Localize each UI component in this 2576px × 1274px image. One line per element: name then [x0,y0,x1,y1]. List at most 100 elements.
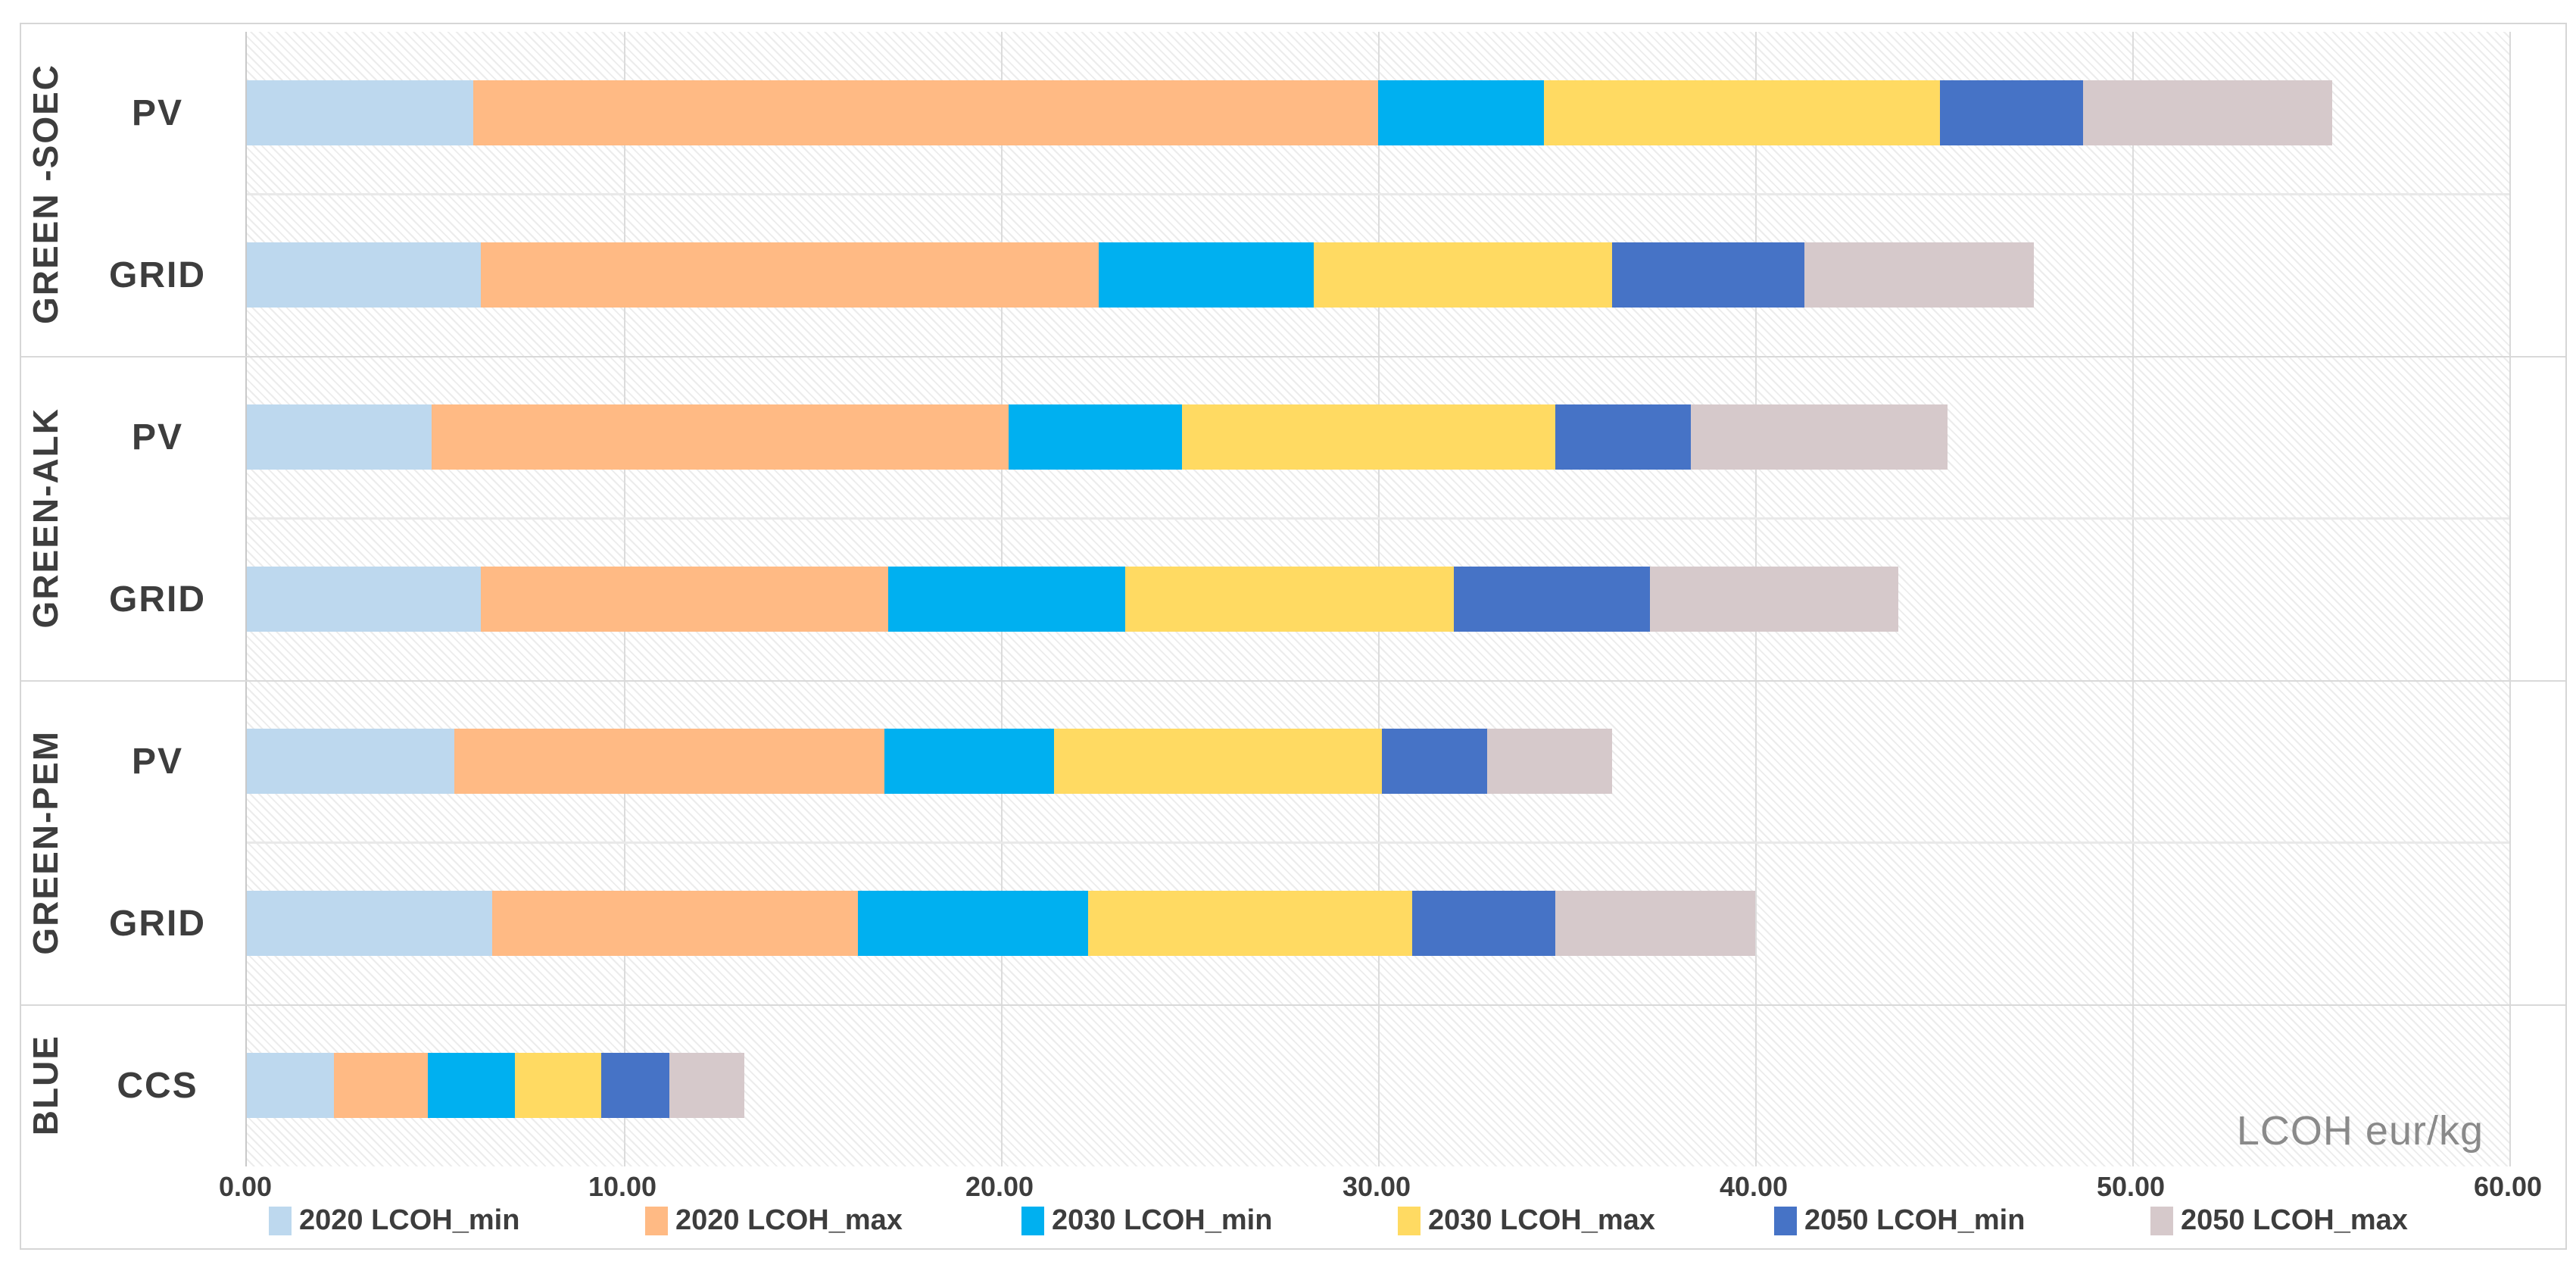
bar-segment-2050-lcoh_min [601,1053,669,1118]
row-divider [247,193,2509,195]
legend-label: 2030 LCOH_max [1428,1204,1655,1236]
bar-segment-2050-lcoh_max [1691,404,1948,470]
bar-segment-2030-lcoh_min [1099,242,1315,308]
bar-segment-2020-lcoh_max [480,567,888,632]
bar-segment-2050-lcoh_max [1649,567,1899,632]
x-tick-label: 60.00 [2473,1171,2543,1202]
group-cell-3: BLUE [21,1004,70,1166]
bar-segment-2030-lcoh_min [1008,404,1183,470]
legend-item-2050-lcoh_min: 2050 LCOH_min [1774,1204,2032,1237]
bar-segment-2050-lcoh_max [1555,891,1755,956]
row-label: PV [131,741,184,782]
bar-segment-2050-lcoh_max [1804,242,2035,308]
stacked-bar-green-alk-pv [247,404,1948,470]
group-label: BLUE [26,1035,65,1136]
stacked-bar-green-alk-grid [247,567,1899,632]
bar-segment-2050-lcoh_max [2083,80,2332,145]
row-label: PV [131,417,184,457]
bar-segment-2030-lcoh_min [428,1053,515,1118]
legend-label: 2020 LCOH_max [675,1204,903,1236]
legend-label: 2030 LCOH_min [1052,1204,1273,1236]
x-tick-label: 20.00 [965,1171,1034,1202]
row-divider [247,517,2509,520]
legend-label: 2020 LCOH_min [299,1204,520,1236]
bar-segment-2020-lcoh_min [247,242,481,308]
axis-unit-note: LCOH eur/kg [2236,1108,2484,1154]
legend-swatch [645,1206,668,1235]
legend-item-2030-lcoh_max: 2030 LCOH_max [1398,1204,1655,1237]
stacked-bar-green-soec-pv [247,80,2332,145]
group-divider [21,356,2565,358]
legend-swatch [269,1206,292,1235]
x-tick-label: 40.00 [1719,1171,1789,1202]
legend-label: 2050 LCOH_max [2181,1204,2408,1236]
gridline-50 [2132,32,2134,1166]
bar-segment-2030-lcoh_max [1053,729,1382,794]
stacked-bar-green-pem-grid [247,891,1755,956]
legend-label: 2050 LCOH_min [1804,1204,2026,1236]
bar-segment-2020-lcoh_min [247,80,473,145]
row-label: PV [131,92,184,133]
group-label: GREEN -SOEC [26,63,65,325]
bar-segment-2030-lcoh_min [857,891,1088,956]
x-tick-label: 50.00 [2096,1171,2166,1202]
row-label: GRID [109,254,206,295]
bar-segment-2050-lcoh_min [1453,567,1650,632]
bar-segment-2020-lcoh_max [491,891,858,956]
legend-item-2050-lcoh_max: 2050 LCOH_max [2150,1204,2408,1237]
group-label: GREEN-ALK [26,407,65,629]
bar-segment-2020-lcoh_max [432,404,1009,470]
bar-segment-2020-lcoh_min [247,729,454,794]
x-tick-label: 0.00 [218,1171,273,1202]
bar-segment-2030-lcoh_max [1182,404,1556,470]
row-label: CCS [117,1065,198,1106]
bar-segment-2050-lcoh_max [1487,729,1612,794]
bar-segment-2030-lcoh_max [1087,891,1412,956]
group-label: GREEN-PEM [26,729,65,955]
x-axis: 0.00 10.00 20.00 30.00 40.00 50.00 60.00 [21,1171,2565,1207]
bar-segment-2050-lcoh_min [1611,242,1804,308]
group-cell-0: GREEN -SOEC [21,32,70,356]
legend-item-2020-lcoh_min: 2020 LCOH_min [269,1204,526,1237]
bar-segment-2030-lcoh_max [514,1053,602,1118]
plot-area: LCOH eur/kg [245,32,2511,1166]
group-cell-1: GREEN-ALK [21,356,70,680]
bar-segment-2050-lcoh_max [669,1053,745,1118]
row-label: GRID [109,579,206,620]
group-divider [21,1004,2565,1006]
bar-segment-2050-lcoh_min [1411,891,1555,956]
row-divider [247,842,2509,844]
legend-item-2030-lcoh_min: 2030 LCOH_min [1021,1204,1279,1237]
group-divider [21,680,2565,682]
bar-segment-2050-lcoh_min [1555,404,1692,470]
bar-segment-2050-lcoh_min [1381,729,1488,794]
legend-swatch [1398,1206,1421,1235]
x-tick-label: 10.00 [588,1171,657,1202]
bar-segment-2020-lcoh_max [472,80,1378,145]
bar-segment-2030-lcoh_max [1544,80,1940,145]
bar-segment-2030-lcoh_min [887,567,1126,632]
bar-segment-2030-lcoh_min [1377,80,1545,145]
legend-swatch [1774,1206,1797,1235]
bar-segment-2020-lcoh_max [333,1053,429,1118]
bar-segment-2020-lcoh_max [480,242,1099,308]
bar-segment-2020-lcoh_min [247,891,492,956]
stacked-bar-blue-ccs [247,1053,745,1118]
bar-segment-2050-lcoh_min [1939,80,2084,145]
legend-item-2020-lcoh_max: 2020 LCOH_max [645,1204,903,1237]
stacked-bar-green-pem-pv [247,729,1612,794]
bar-segment-2030-lcoh_min [884,729,1054,794]
bar-segment-2030-lcoh_max [1125,567,1454,632]
legend-swatch [2150,1206,2173,1235]
stacked-bar-green-soec-grid [247,242,2035,308]
legend: 2020 LCOH_min 2020 LCOH_max 2030 LCOH_min 2… [269,1204,2408,1237]
group-cell-2: GREEN-PEM [21,680,70,1004]
bar-segment-2020-lcoh_max [454,729,884,794]
x-tick-label: 30.00 [1342,1171,1411,1202]
bar-segment-2020-lcoh_min [247,1053,334,1118]
row-label: GRID [109,903,206,944]
bar-segment-2030-lcoh_max [1314,242,1612,308]
bar-segment-2020-lcoh_min [247,567,481,632]
chart-frame: LCOH eur/kg 0.00 10.00 20.00 30.00 40.00 50.0… [20,23,2567,1250]
